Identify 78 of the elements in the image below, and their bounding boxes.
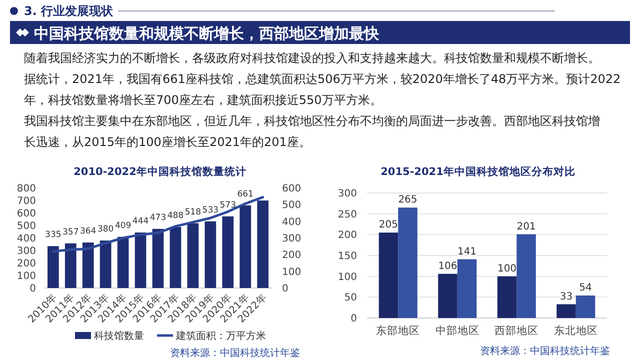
bar	[516, 234, 536, 318]
data-label: 33	[560, 291, 573, 302]
legend-label: 建筑面积：万平方米	[175, 330, 266, 342]
y2-tick-label: 300	[282, 234, 302, 244]
data-label: 488	[167, 211, 184, 221]
y-tick-label: 250	[338, 209, 357, 220]
y-tick-label: 100	[338, 272, 357, 283]
text: 中国科技馆数量和规模不断增长，西部地区增加最快	[34, 24, 380, 42]
y-tick-label: 800	[16, 184, 36, 194]
y-tick-label: 200	[16, 258, 36, 270]
bar	[134, 232, 146, 288]
y-tick-label: 100	[16, 271, 36, 282]
data-label: 573	[220, 200, 236, 210]
bar	[457, 259, 477, 318]
y-tick-label: 600	[16, 208, 36, 220]
bar	[576, 296, 596, 318]
bar	[556, 304, 576, 318]
y-tick-label: 0	[350, 314, 357, 324]
bar	[257, 200, 269, 288]
y2-tick-label: 600	[282, 184, 302, 194]
y2-tick-label: 0	[282, 284, 288, 294]
bar	[152, 228, 164, 288]
bar	[82, 242, 94, 288]
y2-tick-label: 500	[282, 200, 302, 212]
text: 资料来源：中国科技统计年鉴	[170, 347, 300, 359]
y-tick-label: 200	[338, 230, 357, 242]
data-label: 409	[114, 220, 132, 231]
bar	[170, 227, 182, 288]
y2-tick-label: 100	[282, 266, 302, 278]
bar	[240, 205, 252, 288]
x-tick-label: 东北地区	[554, 324, 598, 337]
data-label: 205	[378, 220, 398, 231]
x-tick-label: 东部地区	[376, 324, 420, 337]
data-label: 380	[97, 224, 114, 234]
bar	[398, 208, 418, 318]
bar	[64, 243, 76, 288]
data-label: 106	[438, 260, 458, 272]
data-label: 518	[184, 207, 202, 218]
bar	[497, 276, 517, 318]
x-tick-label: 中部地区	[435, 324, 480, 337]
data-label: 473	[150, 212, 166, 223]
data-label: 100	[497, 263, 517, 274]
legend-label: 科技馆数量	[94, 330, 144, 342]
y-tick-label: 300	[16, 246, 36, 257]
y-tick-label: 500	[16, 221, 36, 232]
y-tick-label: 0	[30, 284, 36, 294]
bar	[100, 240, 112, 288]
chart-title: 2010-2022年中国科技馆数量统计	[74, 165, 246, 178]
text: 我国科技馆主要集中在东部地区，但近几年，科技馆地区性分布不均衡的局面进一步改善。西部地区科技馆增长迅速，从2015年的100座增长至2021年的201座。	[24, 114, 600, 149]
chart-title: 2015-2021年中国科技馆地区分布对比	[380, 165, 576, 178]
data-label: 661	[237, 189, 254, 200]
data-label: 444	[132, 216, 149, 226]
bar	[117, 236, 129, 288]
y2-tick-label: 200	[282, 250, 302, 262]
data-label: 533	[202, 205, 219, 216]
data-label: 335	[45, 230, 62, 240]
bar	[438, 274, 458, 318]
y2-tick-label: 400	[282, 216, 302, 228]
y-tick-label: 400	[16, 234, 36, 244]
y-tick-label: 300	[338, 188, 357, 200]
text: 随着我国经济实力的不断增长，各级政府对科技馆建设的投入和支持越来越大。科技馆数量和规模不断增长。据统计，2021年，我国有661座科技馆，总建筑面积达506万平方米，较2020年增长了48万平方米。预计2022年，科技馆数量将增长至700座左右，建筑面积接近550万平方米。	[24, 51, 621, 107]
data-label: 54	[579, 282, 592, 294]
bar	[222, 216, 234, 288]
y-tick-label: 700	[16, 196, 36, 207]
data-label: 357	[62, 227, 79, 238]
y-tick-label: 150	[338, 251, 357, 262]
bar	[378, 232, 398, 318]
data-label: 201	[516, 221, 536, 232]
text: 资料来源：中国科技统计年鉴	[480, 345, 610, 357]
data-label: 364	[80, 226, 96, 236]
x-tick-label: 西部地区	[494, 324, 539, 337]
data-label: 141	[457, 246, 477, 258]
text: 3. 行业发展现状	[24, 4, 114, 18]
bar	[204, 221, 216, 288]
bar	[47, 246, 59, 288]
y-tick-label: 50	[344, 292, 357, 304]
data-label: 265	[398, 194, 418, 206]
bar	[187, 223, 199, 288]
